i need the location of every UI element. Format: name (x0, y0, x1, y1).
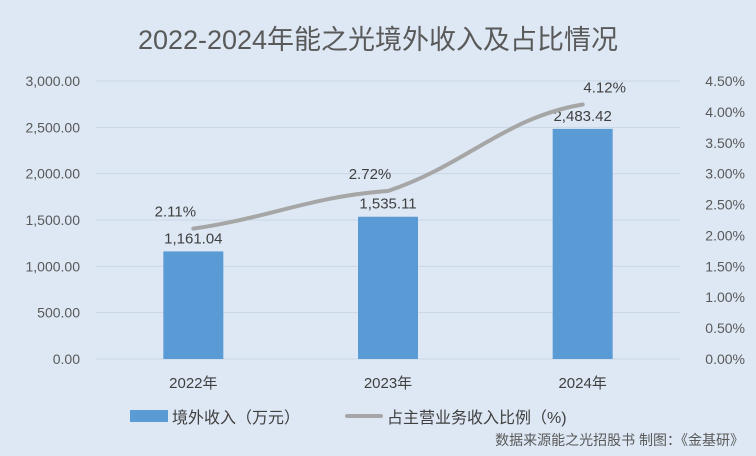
y-right-tick: 4.50% (705, 73, 745, 89)
ratio-line[interactable] (191, 102, 585, 231)
y-right-tick: 1.50% (705, 258, 745, 274)
y-right-tick: 3.50% (705, 135, 745, 151)
y-left-tick: 1,000.00 (26, 258, 81, 274)
y-right-tick: 3.00% (705, 166, 745, 182)
y-right-tick: 0.00% (705, 351, 745, 367)
legend-line-label: 占主营业务收入比例（%) (387, 410, 567, 427)
bar[interactable] (358, 216, 418, 359)
bar-value-label: 1,535.11 (359, 196, 416, 213)
line-value-label: 4.12% (583, 79, 626, 96)
bar-value-label: 2,483.42 (553, 108, 611, 125)
line-value-label: 2.11% (155, 204, 196, 221)
y-right-tick: 0.50% (705, 320, 745, 336)
y-left-tick: 2,500.00 (26, 119, 81, 135)
line-swatch-icon (345, 414, 383, 418)
legend-bar-label: 境外收入（万元） (172, 410, 301, 427)
y-left-tick: 1,500.00 (26, 212, 81, 228)
x-tick-label: 2023年 (364, 375, 412, 392)
x-tick-label: 2022年 (169, 375, 217, 392)
bar-swatch-icon (130, 410, 168, 422)
chart-title: 2022-2024年能之光境外收入及占比情况 (137, 25, 619, 55)
y-left-tick: 0.00 (53, 351, 80, 367)
y-left-tick: 2,000.00 (26, 166, 81, 182)
legend-line: 占主营业务收入比例（%) (345, 404, 567, 428)
bar[interactable] (163, 251, 224, 359)
bar[interactable] (552, 128, 613, 359)
y-right-tick: 1.00% (705, 289, 745, 305)
x-tick-label: 2024年 (558, 375, 606, 392)
y-right-tick: 4.00% (705, 104, 745, 120)
y-left-tick: 500.00 (37, 305, 80, 321)
bar-value-label: 1,161.04 (164, 230, 222, 247)
y-right-tick: 2.50% (705, 197, 745, 213)
source-note: 数据来源能之光招股书 制图：《金基研》 (495, 432, 744, 448)
y-right-tick: 2.00% (705, 227, 745, 243)
y-left-tick: 3,000.00 (26, 73, 81, 89)
legend-bar: 境外收入（万元） (130, 404, 300, 428)
line-value-label: 2.72% (349, 166, 392, 183)
